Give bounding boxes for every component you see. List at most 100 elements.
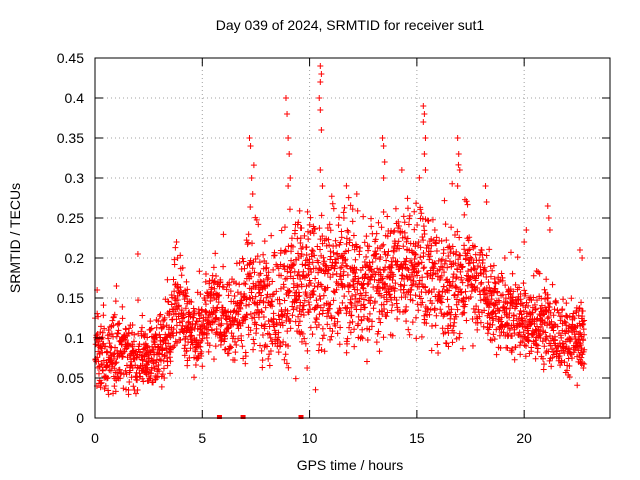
- data-point: [310, 248, 317, 255]
- data-point: [359, 284, 366, 291]
- data-point: [462, 301, 469, 308]
- data-point: [172, 310, 179, 317]
- data-point: [220, 231, 227, 238]
- data-point: [365, 247, 372, 254]
- data-point: [346, 237, 353, 244]
- data-point: [463, 317, 470, 324]
- data-point: [465, 268, 472, 275]
- data-point: [205, 348, 212, 355]
- data-point: [197, 343, 204, 350]
- data-point: [502, 295, 509, 302]
- data-point: [552, 298, 559, 305]
- data-point: [290, 280, 297, 287]
- data-point: [247, 257, 254, 264]
- data-point: [330, 205, 337, 212]
- data-point: [242, 314, 249, 321]
- y-tick-label: 0.4: [65, 90, 85, 106]
- data-point: [483, 199, 490, 205]
- data-point: [258, 309, 265, 316]
- data-point: [153, 324, 160, 331]
- data-point: [338, 264, 345, 271]
- data-point: [202, 301, 209, 308]
- data-point: [180, 314, 187, 321]
- y-axis-label: SRMTID / TECUs: [7, 183, 23, 293]
- data-point: [149, 357, 156, 364]
- data-point: [248, 273, 255, 280]
- data-point: [161, 314, 168, 321]
- data-point: [363, 233, 370, 240]
- data-point: [361, 275, 368, 282]
- data-point: [236, 281, 243, 288]
- data-point: [98, 379, 105, 386]
- data-point: [239, 343, 246, 350]
- data-point: [493, 351, 500, 358]
- data-point: [327, 248, 334, 255]
- data-point: [442, 329, 449, 336]
- data-point: [265, 355, 272, 362]
- data-point: [188, 299, 195, 306]
- data-point: [404, 195, 411, 202]
- data-point: [466, 234, 473, 241]
- data-point: [453, 284, 460, 291]
- data-point: [259, 357, 266, 364]
- data-point: [450, 271, 457, 278]
- data-point: [267, 347, 274, 354]
- data-point: [428, 242, 435, 249]
- data-point: [105, 327, 112, 334]
- data-point: [183, 347, 190, 354]
- data-point: [173, 329, 180, 336]
- data-point: [359, 326, 366, 333]
- data-point: [344, 335, 351, 342]
- data-point: [160, 365, 167, 372]
- data-point: [119, 303, 126, 310]
- data-point: [260, 313, 267, 320]
- data-point: [388, 296, 395, 303]
- data-point: [348, 312, 355, 319]
- data-point: [428, 235, 435, 242]
- data-point: [226, 343, 233, 350]
- data-point: [383, 313, 390, 320]
- data-point: [275, 329, 282, 336]
- data-point: [202, 307, 209, 314]
- data-point: [416, 277, 423, 284]
- data-point: [296, 318, 303, 325]
- data-point: [561, 359, 568, 366]
- data-point: [449, 243, 456, 250]
- data-point: [174, 297, 181, 304]
- data-point: [438, 238, 445, 245]
- data-point: [479, 251, 486, 258]
- data-point: [228, 330, 235, 337]
- data-point: [191, 311, 198, 318]
- data-point: [474, 284, 481, 291]
- data-point: [125, 342, 132, 349]
- data-point: [284, 111, 291, 117]
- data-point: [156, 368, 163, 375]
- data-point: [203, 334, 210, 341]
- data-point: [153, 356, 160, 363]
- data-point: [447, 249, 454, 256]
- data-point: [311, 252, 318, 259]
- data-point: [395, 222, 402, 229]
- data-point: [98, 345, 105, 352]
- data-point: [266, 362, 273, 369]
- data-point: [501, 255, 508, 261]
- data-point: [293, 305, 300, 312]
- data-point: [343, 349, 350, 356]
- data-point: [356, 248, 363, 255]
- data-point: [340, 209, 347, 216]
- data-point: [376, 315, 383, 322]
- data-point: [457, 268, 464, 275]
- data-point: [292, 297, 299, 304]
- data-point: [238, 300, 245, 307]
- data-point: [209, 327, 216, 334]
- data-point: [441, 311, 448, 318]
- data-point: [253, 321, 260, 328]
- data-point: [504, 300, 511, 307]
- data-point: [256, 289, 263, 296]
- data-point: [375, 219, 382, 226]
- data-point: [106, 340, 113, 347]
- data-point: [317, 295, 324, 302]
- data-point: [433, 312, 440, 319]
- data-point: [415, 238, 422, 245]
- data-point: [504, 344, 511, 351]
